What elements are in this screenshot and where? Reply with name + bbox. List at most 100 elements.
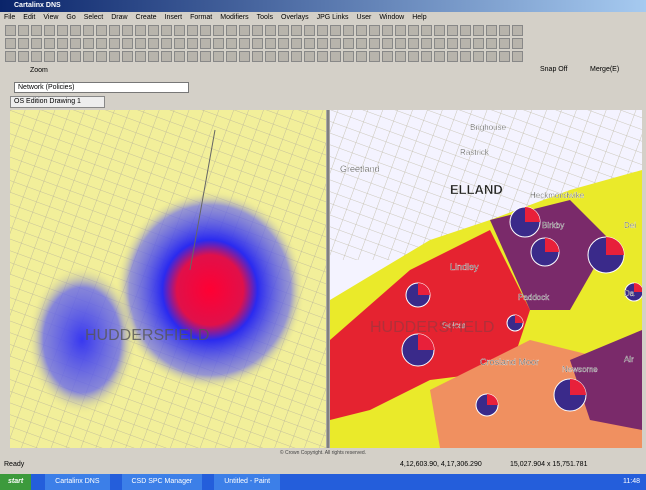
tool-button[interactable] [330, 25, 341, 36]
tool-button[interactable] [291, 38, 302, 49]
tool-button[interactable] [70, 51, 81, 62]
layer-select[interactable]: Network (Policies) [14, 82, 189, 93]
tool-button[interactable] [265, 51, 276, 62]
menu-item[interactable]: View [43, 14, 59, 21]
tool-button[interactable] [278, 25, 289, 36]
tool-button[interactable] [5, 51, 16, 62]
tool-button[interactable] [44, 38, 55, 49]
menu-item[interactable]: Go [66, 14, 76, 21]
tool-button[interactable] [83, 25, 94, 36]
tool-button[interactable] [447, 51, 458, 62]
tool-button[interactable] [5, 38, 16, 49]
tool-button[interactable] [96, 25, 107, 36]
tool-button[interactable] [70, 38, 81, 49]
tool-button[interactable] [473, 51, 484, 62]
tool-button[interactable] [434, 25, 445, 36]
tool-button[interactable] [317, 51, 328, 62]
tool-button[interactable] [57, 38, 68, 49]
tool-button[interactable] [187, 38, 198, 49]
tool-button[interactable] [31, 51, 42, 62]
tool-button[interactable] [408, 51, 419, 62]
tool-button[interactable] [278, 51, 289, 62]
tool-button[interactable] [174, 38, 185, 49]
tool-button[interactable] [200, 51, 211, 62]
tool-button[interactable] [278, 38, 289, 49]
tool-button[interactable] [356, 38, 367, 49]
tool-button[interactable] [135, 25, 146, 36]
tool-button[interactable] [434, 51, 445, 62]
tool-button[interactable] [408, 25, 419, 36]
tool-button[interactable] [5, 25, 16, 36]
tool-button[interactable] [473, 38, 484, 49]
tool-button[interactable] [187, 51, 198, 62]
tool-button[interactable] [200, 38, 211, 49]
tool-button[interactable] [109, 38, 120, 49]
tool-button[interactable] [460, 51, 471, 62]
menu-item[interactable]: Overlays [281, 14, 309, 21]
menu-item[interactable]: Modifiers [220, 14, 249, 21]
tool-button[interactable] [57, 51, 68, 62]
menu-item[interactable]: Draw [111, 14, 128, 21]
tool-button[interactable] [148, 51, 159, 62]
menu-item[interactable]: Select [83, 14, 104, 21]
tool-button[interactable] [408, 38, 419, 49]
tool-button[interactable] [512, 51, 523, 62]
tool-button[interactable] [395, 51, 406, 62]
tool-button[interactable] [31, 25, 42, 36]
tool-button[interactable] [187, 25, 198, 36]
tool-button[interactable] [213, 25, 224, 36]
tool-button[interactable] [122, 25, 133, 36]
tool-button[interactable] [213, 38, 224, 49]
document-tab[interactable]: OS Edition Drawing 1 [10, 96, 105, 108]
tool-button[interactable] [83, 51, 94, 62]
tool-button[interactable] [239, 38, 250, 49]
tool-button[interactable] [291, 25, 302, 36]
tool-button[interactable] [356, 25, 367, 36]
tool-button[interactable] [226, 25, 237, 36]
tool-button[interactable] [317, 25, 328, 36]
merge-toggle[interactable]: Merge(E) [590, 66, 620, 73]
tool-button[interactable] [382, 38, 393, 49]
tool-button[interactable] [369, 25, 380, 36]
tool-button[interactable] [44, 51, 55, 62]
menu-item[interactable]: Insert [164, 14, 183, 21]
tool-button[interactable] [421, 38, 432, 49]
tool-button[interactable] [18, 25, 29, 36]
tool-button[interactable] [447, 38, 458, 49]
tool-button[interactable] [161, 38, 172, 49]
tool-button[interactable] [343, 51, 354, 62]
tool-button[interactable] [200, 25, 211, 36]
tool-button[interactable] [213, 51, 224, 62]
tool-button[interactable] [330, 38, 341, 49]
tool-button[interactable] [31, 38, 42, 49]
tool-button[interactable] [421, 25, 432, 36]
tool-button[interactable] [18, 51, 29, 62]
tool-button[interactable] [122, 38, 133, 49]
tool-button[interactable] [486, 51, 497, 62]
menu-item[interactable]: User [356, 14, 372, 21]
start-button[interactable]: start [0, 474, 32, 490]
tool-button[interactable] [343, 38, 354, 49]
tool-button[interactable] [57, 25, 68, 36]
tool-button[interactable] [239, 51, 250, 62]
tool-button[interactable] [304, 25, 315, 36]
tool-button[interactable] [174, 51, 185, 62]
tool-button[interactable] [174, 25, 185, 36]
tool-button[interactable] [369, 38, 380, 49]
menu-item[interactable]: Format [190, 14, 213, 21]
tool-button[interactable] [382, 25, 393, 36]
tool-button[interactable] [226, 38, 237, 49]
tool-button[interactable] [499, 38, 510, 49]
tool-button[interactable] [109, 51, 120, 62]
tool-button[interactable] [291, 51, 302, 62]
tool-button[interactable] [512, 38, 523, 49]
menu-item[interactable]: Edit [23, 14, 36, 21]
tool-button[interactable] [83, 38, 94, 49]
tool-button[interactable] [226, 51, 237, 62]
menu-item[interactable]: Tools [256, 14, 273, 21]
tool-button[interactable] [395, 25, 406, 36]
menu-item[interactable]: File [4, 14, 16, 21]
tool-button[interactable] [96, 38, 107, 49]
tool-button[interactable] [161, 25, 172, 36]
tool-button[interactable] [304, 51, 315, 62]
